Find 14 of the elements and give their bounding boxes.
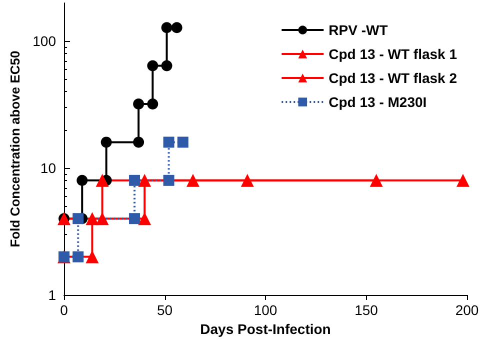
legend-label: Cpd 13 - WT flask 1 [328,46,458,62]
y-axis-title: Fold Concentration above EC50 [8,50,23,248]
y-tick-label: 100 [32,33,56,50]
y-tick-label: 1 [48,287,56,303]
x-tick-label: 150 [354,302,378,318]
x-tick-label: 200 [455,302,479,318]
y-tick-label: 10 [40,160,56,176]
x-tick-label: 0 [60,302,68,318]
legend-label: Cpd 13 - WT flask 2 [328,70,458,86]
x-tick-label: 100 [254,302,278,318]
legend-label: Cpd 13 - M230I [328,94,427,110]
x-axis-title: Days Post-Infection [200,321,331,337]
x-tick-label: 50 [156,302,173,318]
legend-label: RPV -WT [328,22,388,38]
